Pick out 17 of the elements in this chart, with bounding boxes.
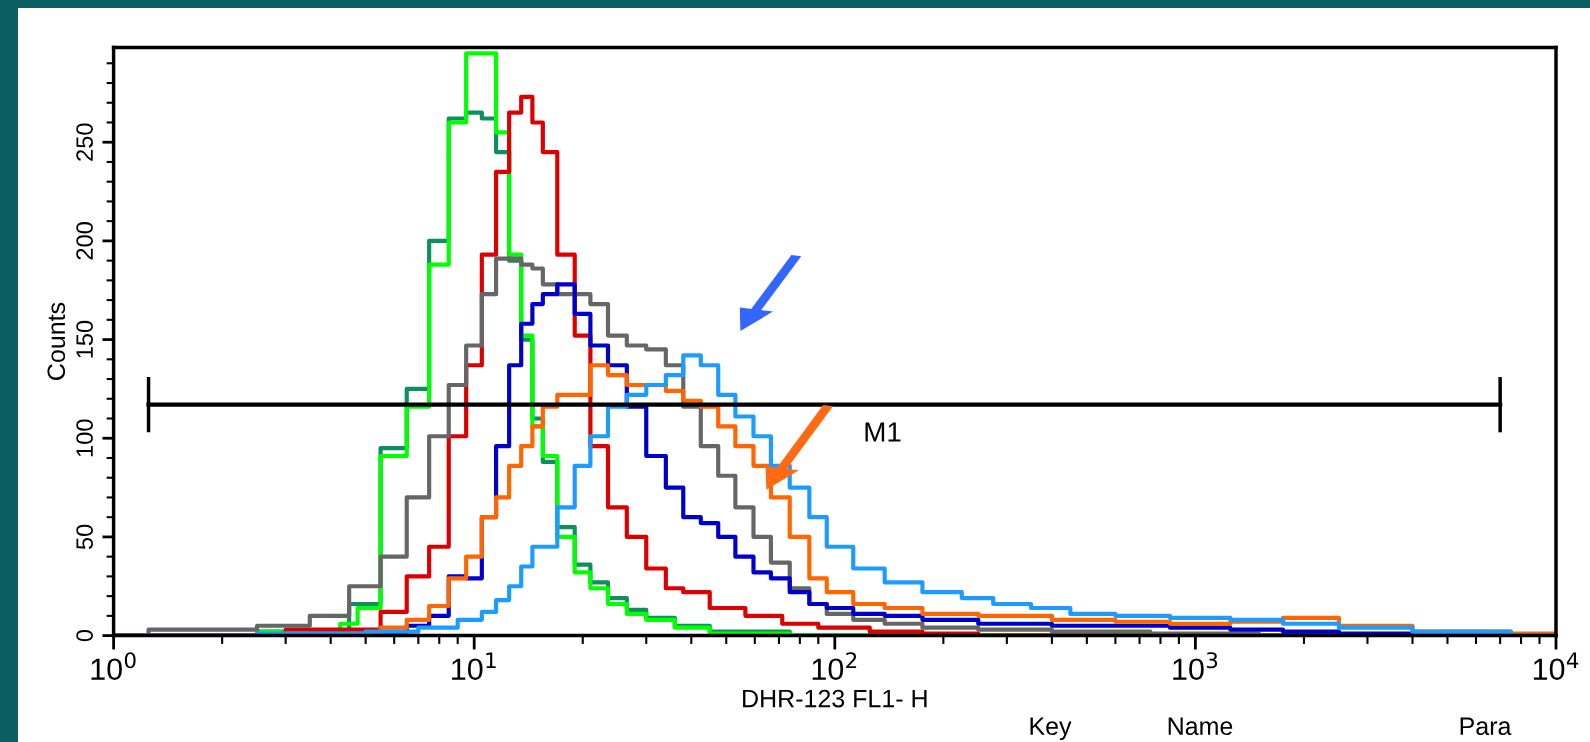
x-tick-label: 10$^{3}$ xyxy=(1173,652,1218,681)
text: Name xyxy=(1168,717,1233,736)
y-tick-label: 150 xyxy=(76,320,93,358)
text: Para xyxy=(1460,717,1512,736)
series-label: M1 xyxy=(865,422,901,442)
y-tick-label: 50 xyxy=(76,524,93,550)
y-tick-label: 0 xyxy=(76,629,93,642)
y-tick-label: 200 xyxy=(76,222,93,260)
x-tick-label: 10$^{0}$ xyxy=(91,652,136,681)
text: Key xyxy=(1030,717,1072,740)
x-tick-label: 10$^{2}$ xyxy=(812,652,857,681)
y-tick-label: 100 xyxy=(76,419,93,457)
y-tick-label: 250 xyxy=(76,123,93,161)
x-tick-label: 10$^{4}$ xyxy=(1533,652,1579,681)
x-axis-title: DHR-123 FL1- H xyxy=(743,689,927,708)
y-axis-title: Counts xyxy=(47,302,66,380)
x-tick-label: 10$^{1}$ xyxy=(452,652,496,681)
